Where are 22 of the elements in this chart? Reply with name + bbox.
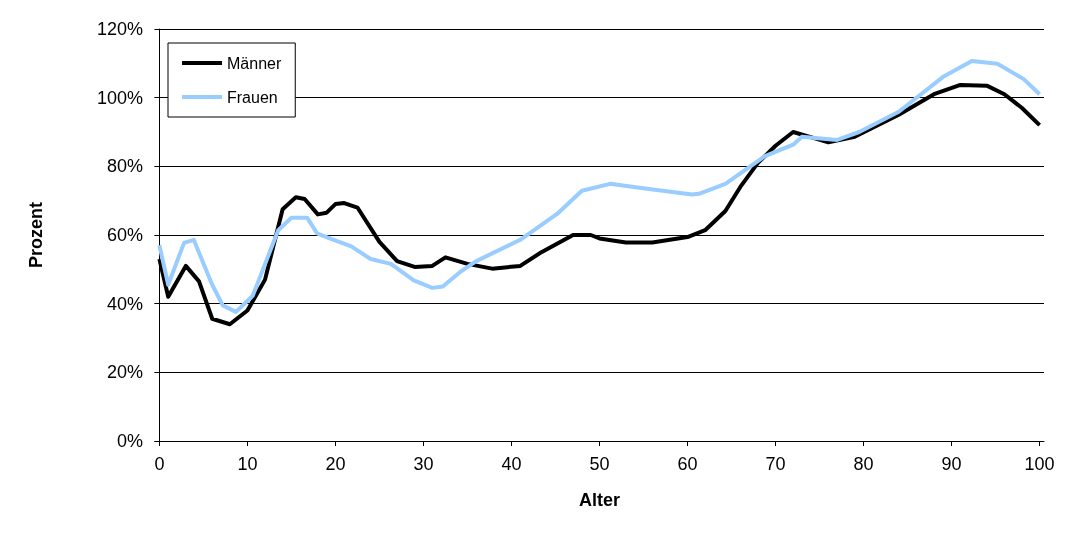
x-tick-label: 10 bbox=[237, 454, 258, 474]
y-axis-title: Prozent bbox=[26, 201, 46, 269]
y-tick-label: 80% bbox=[106, 156, 143, 177]
x-axis-title: Alter bbox=[578, 490, 621, 510]
y-tick-label: 20% bbox=[106, 362, 143, 383]
x-tick-label: 70 bbox=[765, 454, 786, 474]
x-tick-label: 20 bbox=[325, 454, 346, 474]
x-tick-label: 30 bbox=[413, 454, 434, 474]
x-tick-label: 0 bbox=[154, 454, 165, 474]
x-tick-label: 40 bbox=[501, 454, 522, 474]
legend-label: Frauen bbox=[227, 88, 278, 106]
y-tick-label: 0% bbox=[116, 431, 143, 451]
y-tick-label: 60% bbox=[106, 225, 143, 245]
x-tick-label: 50 bbox=[589, 454, 610, 474]
x-tick-label: 80 bbox=[853, 454, 874, 474]
x-tick-label: 90 bbox=[941, 454, 962, 474]
legend-label: Männer bbox=[227, 54, 282, 72]
y-tick-label: 40% bbox=[106, 293, 143, 314]
x-tick-label: 100 bbox=[1024, 454, 1055, 474]
y-tick-label: 120% bbox=[96, 19, 143, 39]
y-tick-label: 100% bbox=[96, 87, 143, 108]
x-tick-label: 60 bbox=[677, 454, 698, 474]
